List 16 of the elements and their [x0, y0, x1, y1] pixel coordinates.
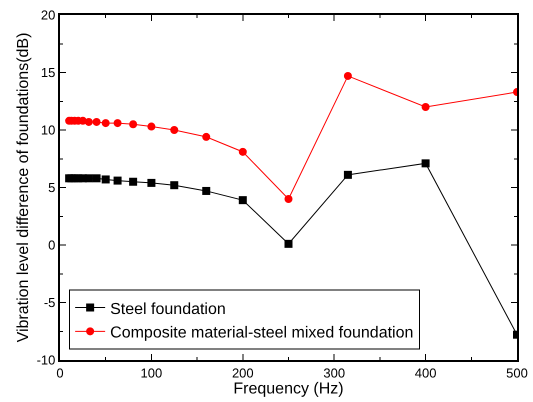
legend-label: Steel foundation [110, 300, 226, 318]
y-tick-label: 10 [40, 122, 56, 138]
y-tick-label: -5 [44, 295, 56, 310]
x-tick-label: 500 [506, 366, 528, 381]
y-tick-label: 5 [48, 180, 56, 196]
legend-label: Composite material-steel mixed foundation [110, 324, 414, 342]
y-tick-label: 0 [48, 238, 56, 253]
x-tick-label: 400 [414, 366, 436, 381]
x-tick-label: 200 [232, 366, 254, 381]
y-axis-title: Vibration level difference of foundations(dB) [15, 32, 32, 342]
y-tick-label: 15 [40, 65, 56, 80]
x-tick-label: 100 [140, 366, 162, 381]
x-tick-label: 300 [323, 366, 346, 381]
x-axis-title: Frequency (Hz) [233, 380, 344, 398]
y-tick-label: -10 [36, 352, 56, 368]
y-tick-label: 20 [40, 8, 56, 23]
